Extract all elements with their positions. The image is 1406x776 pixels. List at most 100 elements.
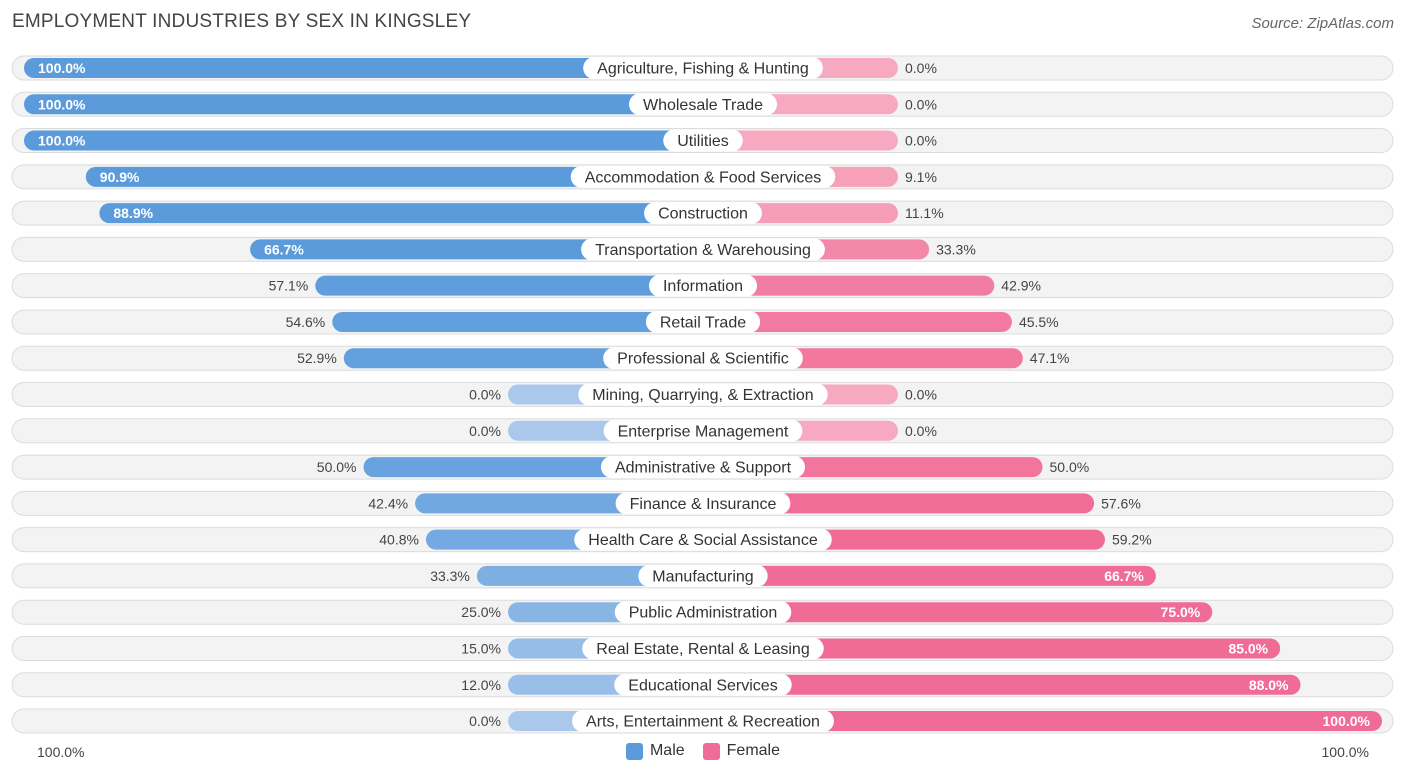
- bar-row: Arts, Entertainment & Recreation 0.0% 100.…: [11, 708, 1394, 734]
- value-label-male: 15.0%: [461, 640, 501, 656]
- bar-female[interactable]: [703, 565, 1156, 586]
- bar-male[interactable]: [24, 94, 703, 115]
- category-label: Professional & Scientific: [617, 351, 789, 368]
- bar-male[interactable]: [332, 311, 703, 332]
- bar-female[interactable]: [703, 130, 898, 151]
- legend: Male Female: [0, 742, 1406, 760]
- value-label-female: 0.0%: [905, 60, 937, 76]
- category-label-box: [614, 673, 792, 696]
- bar-male[interactable]: [24, 130, 703, 151]
- category-label: Educational Services: [628, 677, 777, 694]
- legend-item-female[interactable]: Female: [702, 742, 781, 760]
- bar-male[interactable]: [24, 58, 703, 78]
- value-label-female: 59.2%: [1112, 532, 1152, 548]
- value-label-female: 45.5%: [1019, 314, 1059, 330]
- legend-swatch-male: [625, 742, 643, 760]
- value-label-male: 40.8%: [379, 532, 419, 548]
- value-label-male: 90.9%: [100, 169, 140, 185]
- value-label-female: 0.0%: [905, 96, 937, 112]
- bar-row: Transportation & Warehousing 66.7% 33.3%: [11, 236, 1394, 262]
- source-credit: Source: ZipAtlas.com: [1251, 15, 1394, 32]
- bar-male[interactable]: [85, 166, 703, 187]
- category-label-box: [578, 383, 828, 406]
- category-label-box: [638, 564, 768, 587]
- value-label-female: 0.0%: [905, 423, 937, 439]
- category-label: Real Estate, Rental & Leasing: [596, 641, 809, 658]
- value-label-female: 42.9%: [1001, 278, 1041, 294]
- category-label-box: [600, 456, 806, 479]
- category-label: Wholesale Trade: [643, 97, 763, 114]
- category-label: Construction: [658, 206, 748, 223]
- bar-row: Retail Trade 54.6% 45.5%: [11, 309, 1394, 335]
- value-label-male: 66.7%: [264, 241, 304, 257]
- legend-swatch-female: [702, 742, 720, 760]
- legend-label-female: Female: [726, 742, 781, 759]
- category-label-box: [644, 202, 762, 225]
- bar-row: Accommodation & Food Services 90.9% 9.1%: [11, 164, 1394, 190]
- category-label: Accommodation & Food Services: [585, 169, 822, 186]
- bar-row: Utilities 100.0% 0.0%: [11, 128, 1394, 154]
- value-label-female: 66.7%: [1104, 568, 1144, 584]
- category-label: Mining, Quarrying, & Extraction: [592, 387, 813, 404]
- value-label-female: 0.0%: [905, 387, 937, 403]
- category-label: Agriculture, Fishing & Hunting: [597, 61, 809, 78]
- category-label: Enterprise Management: [618, 423, 789, 440]
- category-label: Information: [663, 278, 743, 295]
- legend-item-male[interactable]: Male: [625, 742, 685, 760]
- category-label-box: [603, 419, 803, 442]
- value-label-male: 0.0%: [469, 423, 501, 439]
- value-label-female: 100.0%: [1323, 713, 1371, 729]
- bar-row: Mining, Quarrying, & Extraction 0.0% 0.0%: [11, 382, 1394, 408]
- bar-female[interactable]: [703, 311, 1012, 332]
- value-label-male: 50.0%: [317, 459, 357, 475]
- bar-male[interactable]: [315, 275, 703, 296]
- category-label-box: [581, 238, 825, 261]
- bar-female[interactable]: [703, 638, 1281, 659]
- value-label-female: 33.3%: [936, 241, 976, 257]
- bar-row: Administrative & Support 50.0% 50.0%: [11, 454, 1394, 480]
- bar-male[interactable]: [99, 203, 703, 224]
- chart-title: EMPLOYMENT INDUSTRIES BY SEX IN KINGSLEY: [12, 11, 472, 32]
- bar-row: Agriculture, Fishing & Hunting 100.0% 0.0%: [11, 55, 1394, 81]
- value-label-male: 33.3%: [430, 568, 470, 584]
- category-label-box: [603, 347, 803, 370]
- axis-left-label: 100.0%: [37, 744, 85, 760]
- value-label-male: 12.0%: [461, 677, 501, 693]
- category-label: Health Care & Social Assistance: [588, 532, 818, 549]
- bar-row: Finance & Insurance 42.4% 57.6%: [11, 490, 1394, 516]
- value-label-female: 75.0%: [1161, 604, 1201, 620]
- value-label-male: 100.0%: [38, 60, 86, 76]
- category-label: Arts, Entertainment & Recreation: [586, 714, 820, 731]
- value-label-female: 85.0%: [1228, 640, 1268, 656]
- category-label-box: [628, 93, 778, 116]
- value-label-male: 42.4%: [368, 495, 408, 511]
- value-label-male: 25.0%: [461, 604, 501, 620]
- bar-row: Construction 88.9% 11.1%: [11, 200, 1394, 226]
- category-label: Transportation & Warehousing: [595, 242, 811, 259]
- value-label-male: 0.0%: [469, 387, 501, 403]
- value-label-female: 88.0%: [1249, 677, 1289, 693]
- category-label-box: [582, 637, 824, 660]
- value-label-male: 100.0%: [38, 133, 86, 149]
- value-label-female: 11.1%: [905, 205, 944, 221]
- axis-right-label: 100.0%: [1321, 744, 1369, 760]
- bar-female[interactable]: [703, 674, 1301, 695]
- bar-female[interactable]: [703, 275, 995, 296]
- bar-row: Manufacturing 33.3% 66.7%: [11, 563, 1394, 589]
- bar-female[interactable]: [703, 602, 1213, 623]
- chart-canvas: Agriculture, Fishing & Hunting 100.0% 0.0%…: [11, 55, 1394, 734]
- category-label: Public Administration: [629, 605, 778, 622]
- category-label-box: [583, 57, 823, 79]
- bar-female[interactable]: [703, 493, 1095, 514]
- category-label-box: [645, 310, 761, 333]
- bar-row: Health Care & Social Assistance 40.8% 59.2…: [11, 527, 1394, 553]
- value-label-female: 50.0%: [1050, 459, 1090, 475]
- category-label: Finance & Insurance: [630, 496, 777, 513]
- bar-row: Wholesale Trade 100.0% 0.0%: [11, 91, 1394, 117]
- value-label-female: 57.6%: [1101, 495, 1141, 511]
- category-label-box: [648, 274, 758, 297]
- category-label: Administrative & Support: [615, 460, 792, 477]
- bar-female[interactable]: [703, 711, 1382, 732]
- value-label-male: 100.0%: [38, 96, 86, 112]
- bar-row: Professional & Scientific 52.9% 47.1%: [11, 345, 1394, 371]
